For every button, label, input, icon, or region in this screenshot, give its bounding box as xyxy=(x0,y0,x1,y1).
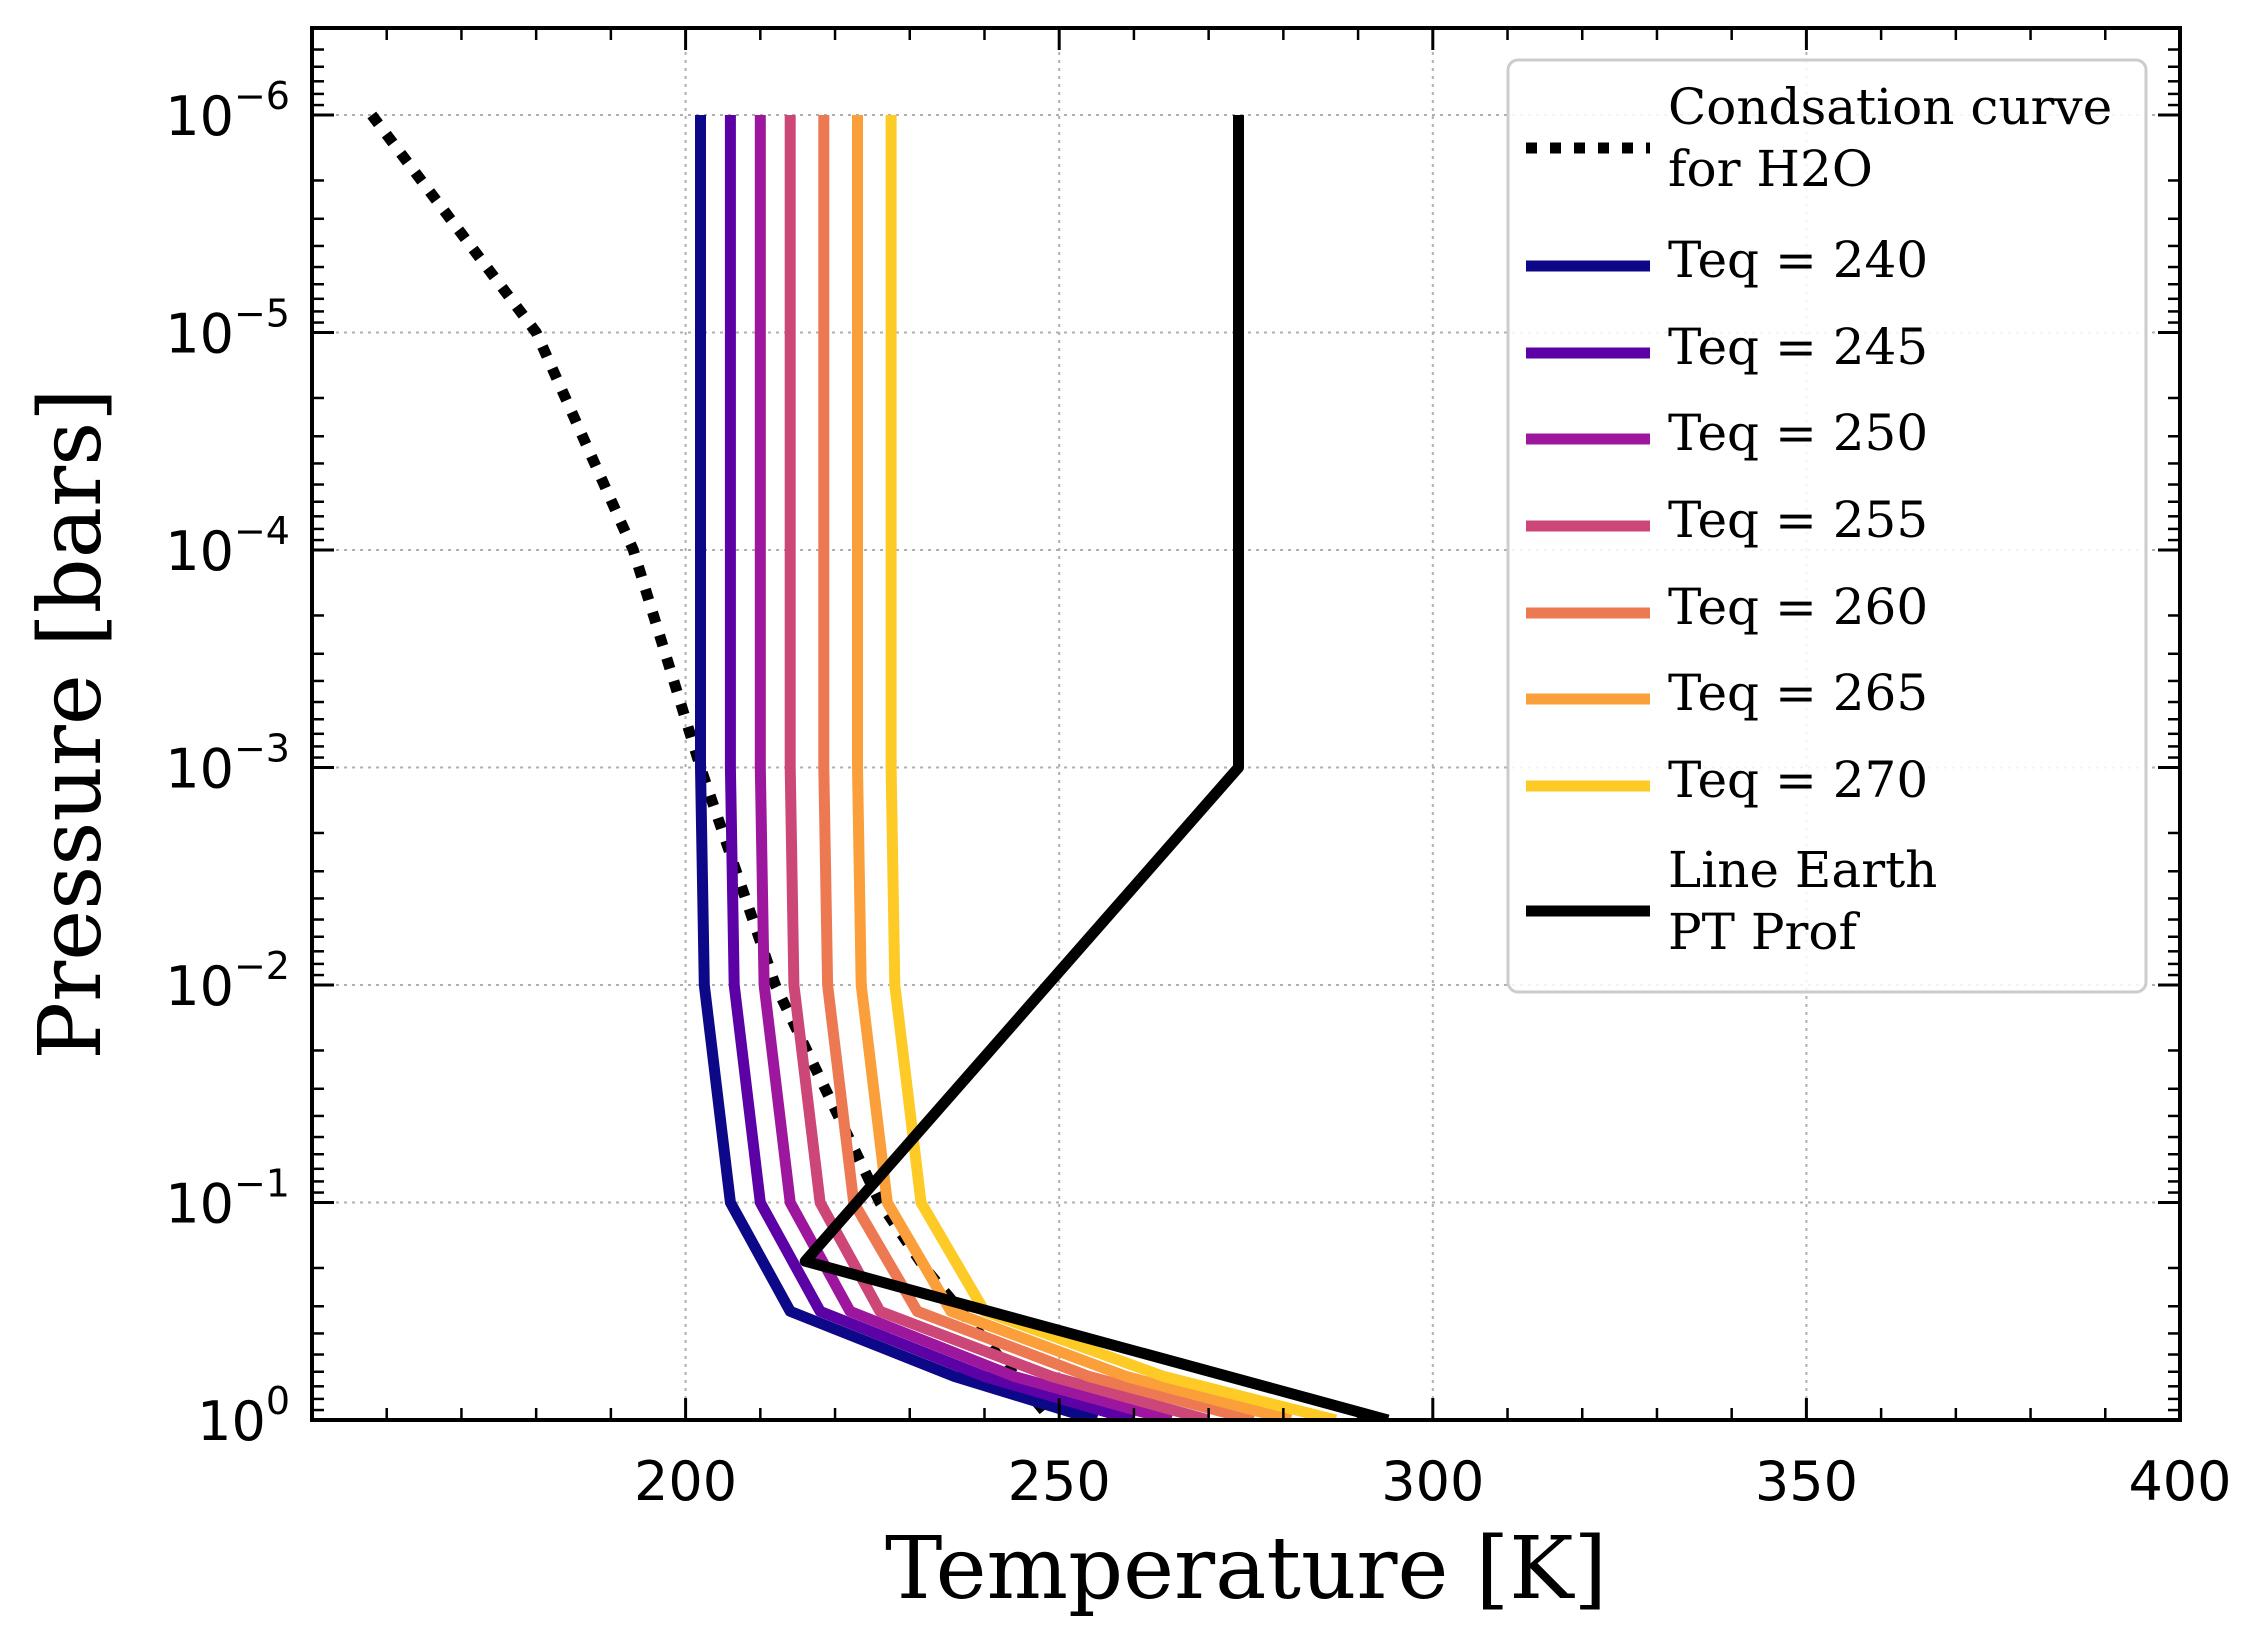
y-tick-label: 10−3 xyxy=(165,727,290,801)
y-tick-label: 100 xyxy=(197,1379,290,1453)
legend-label: Teq = 260 xyxy=(1668,578,1928,636)
series-line xyxy=(799,115,1390,1420)
legend-label: Teq = 245 xyxy=(1668,318,1928,376)
x-tick-label: 400 xyxy=(2128,1450,2231,1513)
y-tick-exponent: −2 xyxy=(234,944,290,988)
legend-label: Teq = 250 xyxy=(1668,404,1928,462)
y-tick-label: 10−4 xyxy=(165,509,290,583)
x-tick-label: 200 xyxy=(634,1450,737,1513)
y-tick-exponent: −6 xyxy=(234,74,290,118)
y-tick-base: 10 xyxy=(197,1390,266,1453)
y-tick-label: 10−6 xyxy=(165,74,290,148)
y-tick-label: 10−2 xyxy=(165,944,290,1018)
y-tick-base: 10 xyxy=(165,303,234,366)
y-axis-title: Pressure [bars] xyxy=(21,388,121,1060)
legend-label: Line Earth xyxy=(1668,841,1937,899)
x-tick-labels: 200 250 300 350 400 xyxy=(634,1450,2231,1513)
y-tick-exponent: −3 xyxy=(234,727,290,771)
y-tick-base: 10 xyxy=(165,85,234,148)
series-line xyxy=(885,115,1338,1420)
y-tick-base: 10 xyxy=(165,520,234,583)
series-line xyxy=(852,115,1293,1420)
legend-label: Teq = 270 xyxy=(1668,751,1928,809)
legend-box xyxy=(1506,58,2148,994)
series-line xyxy=(784,115,1211,1420)
plot-frame xyxy=(310,26,2182,1422)
series-layer xyxy=(367,111,1390,1420)
y-tick-label: 10−5 xyxy=(165,292,290,366)
y-tick-base: 10 xyxy=(165,1173,234,1236)
y-tick-exponent: −5 xyxy=(234,292,290,336)
legend-label: Teq = 240 xyxy=(1668,231,1928,289)
y-tick-exponent: −4 xyxy=(234,509,290,553)
y-tick-base: 10 xyxy=(165,738,234,801)
legend-label: Teq = 255 xyxy=(1668,491,1928,549)
y-tick-exponent: −1 xyxy=(234,1162,290,1206)
y-tick-base: 10 xyxy=(165,955,234,1018)
series-line xyxy=(754,115,1173,1420)
x-tick-label: 300 xyxy=(1381,1450,1484,1513)
series-line xyxy=(695,115,1099,1420)
x-tick-label: 250 xyxy=(1008,1450,1111,1513)
legend-label: PT Prof xyxy=(1668,903,1861,961)
y-tick-label: 10−1 xyxy=(165,1162,290,1236)
y-tick-exponent: 0 xyxy=(266,1379,290,1423)
legend-label: Teq = 265 xyxy=(1668,664,1928,722)
legend-label: for H2O xyxy=(1668,140,1873,198)
series-line xyxy=(724,115,1136,1420)
legend-label: Condsation curve xyxy=(1668,78,2112,136)
x-axis-title: Temperature [K] xyxy=(885,1519,1607,1619)
x-tick-label: 350 xyxy=(1755,1450,1858,1513)
